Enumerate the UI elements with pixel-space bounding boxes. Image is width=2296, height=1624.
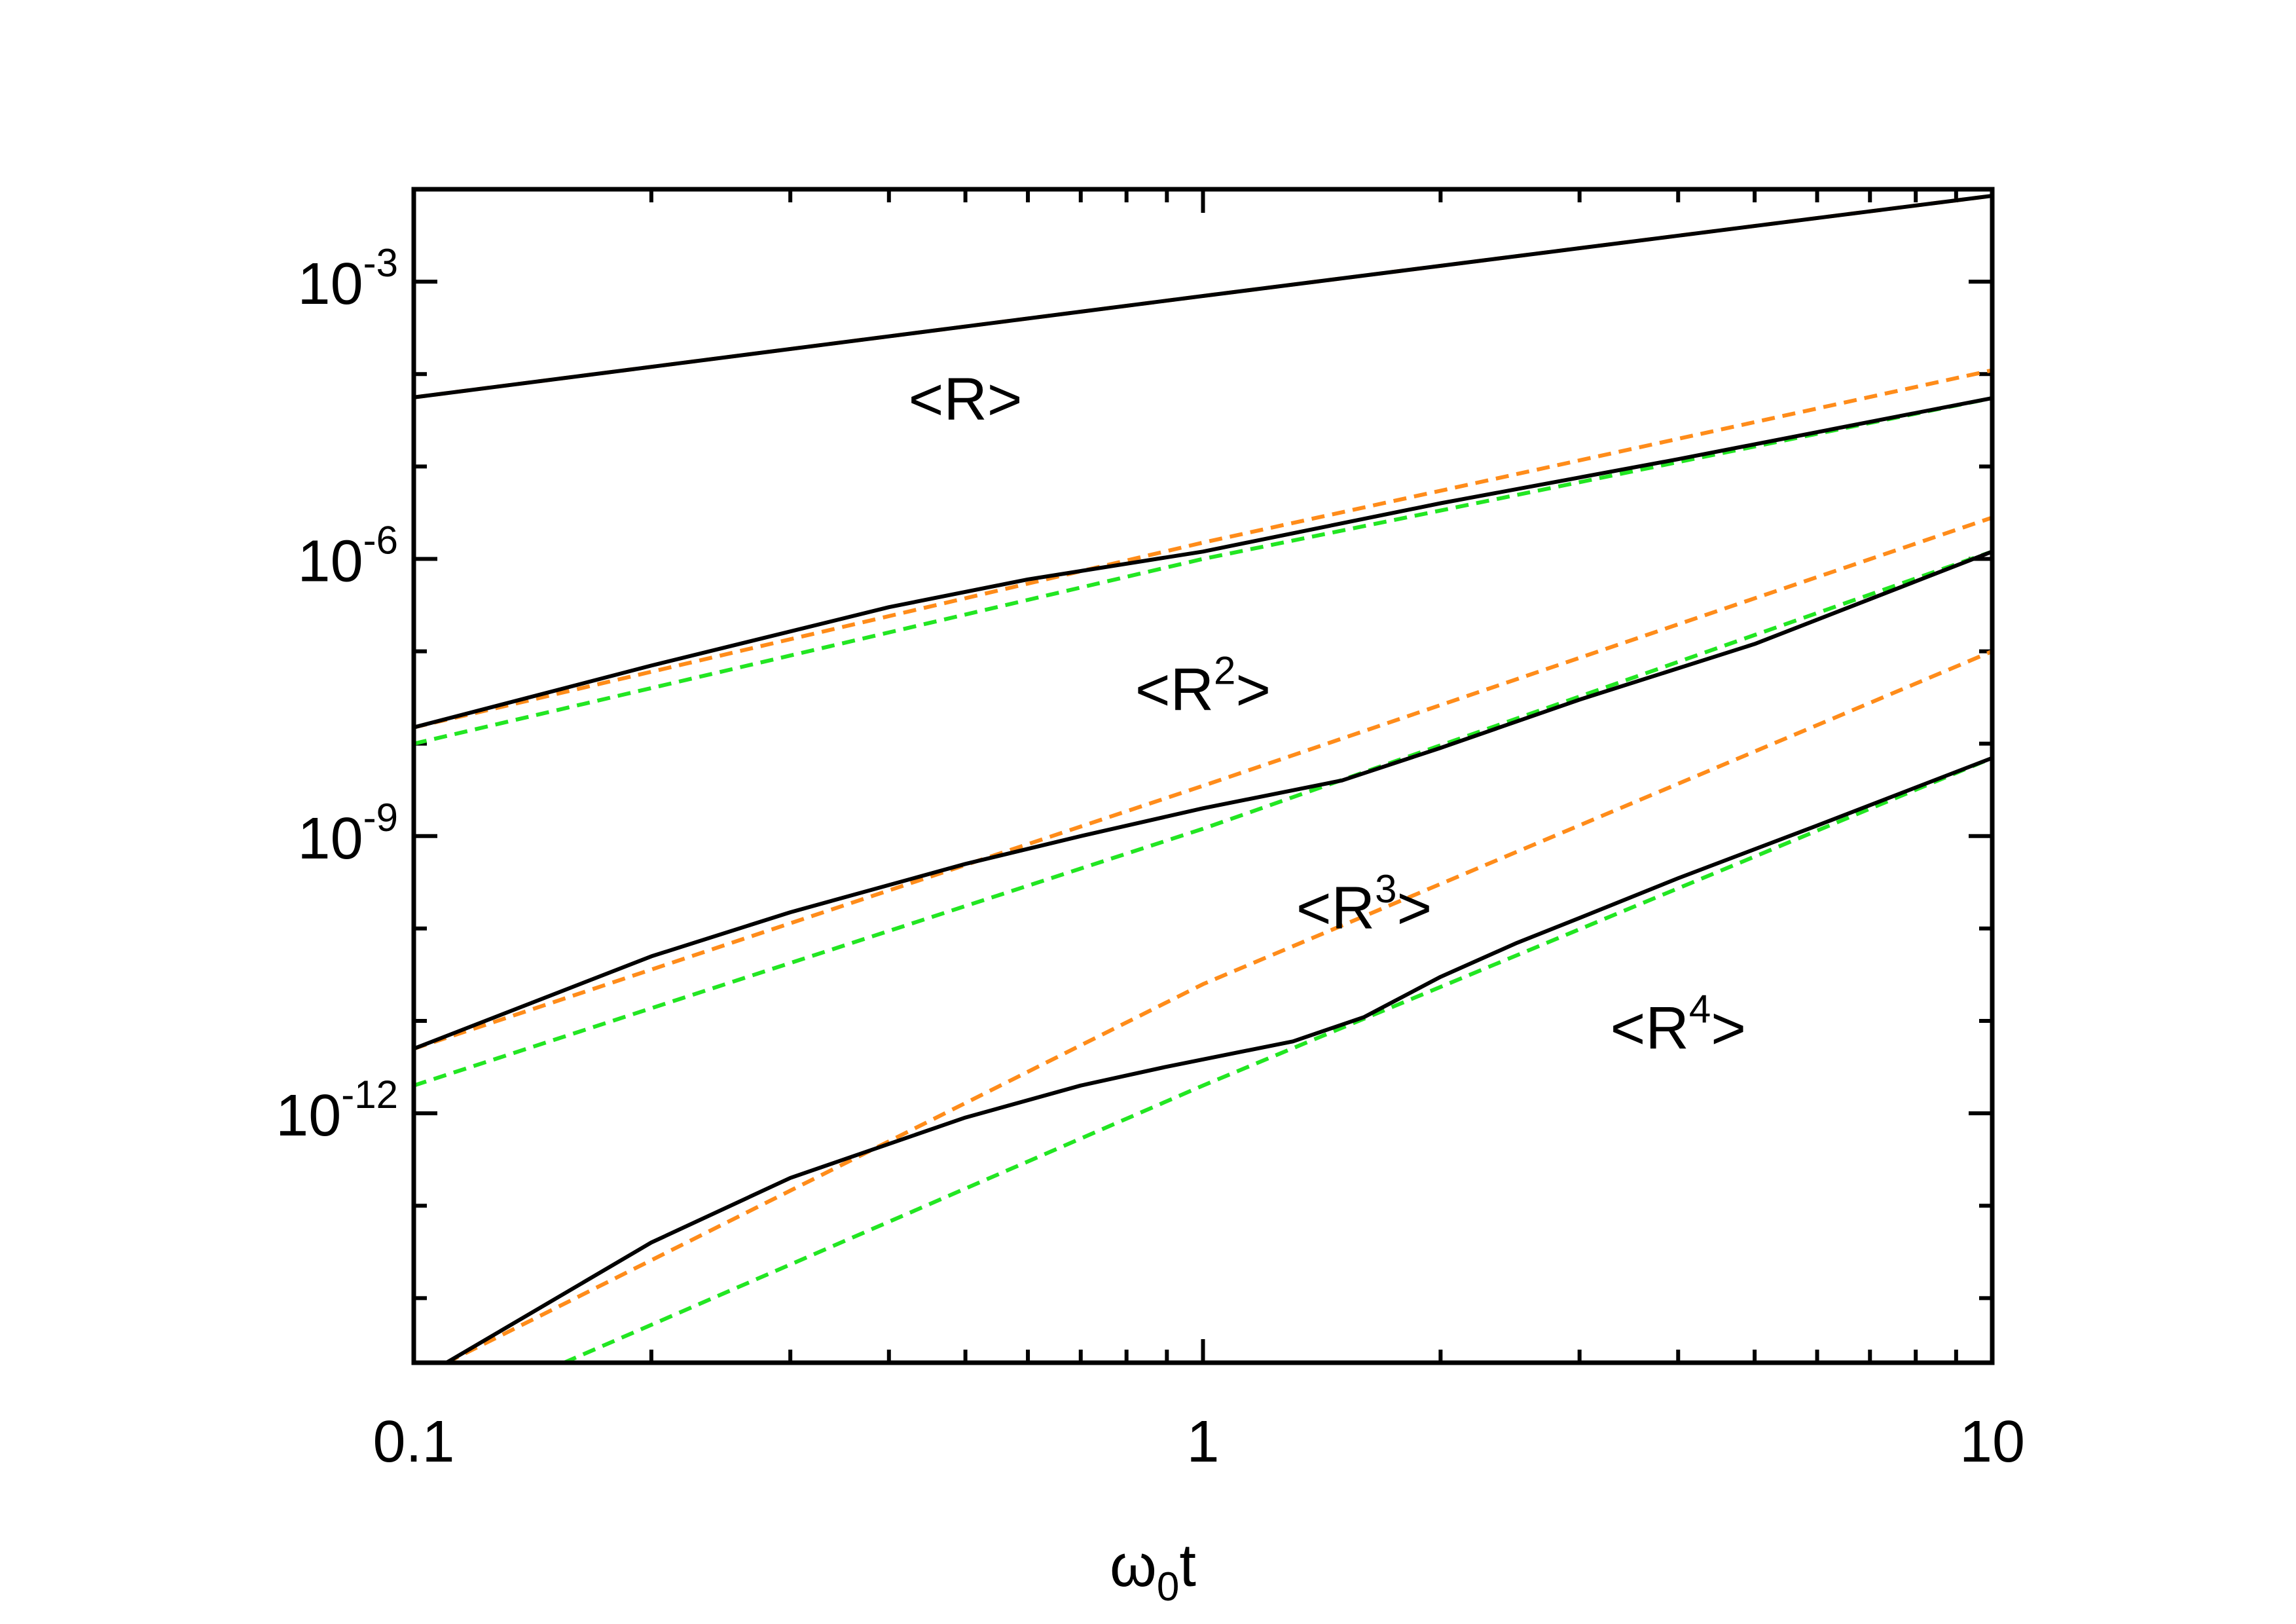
annotations: <R> <R2> <R3> <R4> xyxy=(909,366,1746,1061)
series-R2-black-solid xyxy=(413,396,1993,729)
y-tick-label: 10-12 xyxy=(276,1073,398,1149)
series-R4-green-dashed xyxy=(563,756,1994,1365)
series-R3-black-solid xyxy=(412,549,1994,1051)
series-R2-orange-dashed xyxy=(413,368,1993,729)
label-R1: <R> xyxy=(909,366,1023,433)
y-tick-label: 10-9 xyxy=(298,796,398,872)
y-tick-label: 10-6 xyxy=(298,518,398,594)
label-R3: <R3> xyxy=(1296,867,1432,942)
series-R4-black-solid xyxy=(445,756,1994,1365)
tick-labels: 0.1 1 10 10-3 10-6 10-9 10-12 xyxy=(276,241,2025,1475)
series-layer xyxy=(412,194,1994,1365)
x-axis-title-sub: 0 xyxy=(1157,1564,1179,1610)
x-tick-label: 0.1 xyxy=(373,1409,454,1475)
x-axis-title-main: ω xyxy=(1110,1532,1157,1599)
x-tick-label: 1 xyxy=(1186,1409,1219,1475)
series-R2-green-dashed xyxy=(413,396,1993,746)
series-R4-orange-dashed xyxy=(445,649,1994,1365)
label-R4: <R4> xyxy=(1611,987,1746,1062)
plot-frame xyxy=(411,187,1995,1365)
series-R1-black-solid xyxy=(413,194,1993,399)
x-axis-title-tail: t xyxy=(1179,1532,1196,1599)
x-tick-label: 10 xyxy=(1959,1409,2025,1475)
series-R3-green-dashed xyxy=(413,549,1993,1088)
x-axis-title: ω0t xyxy=(1110,1532,1196,1610)
series-R3-orange-dashed xyxy=(413,515,1993,1051)
label-R2: <R2> xyxy=(1135,649,1271,724)
y-tick-label: 10-3 xyxy=(298,241,398,317)
